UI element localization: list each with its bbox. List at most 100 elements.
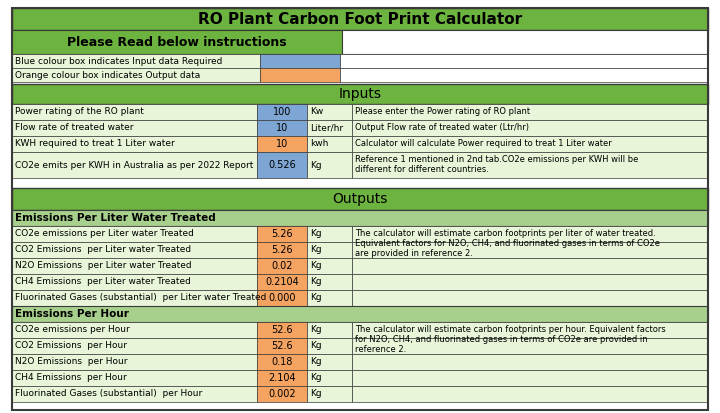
Text: 0.000: 0.000: [269, 293, 296, 303]
Bar: [257, 322, 307, 338]
Bar: [352, 370, 708, 386]
Text: Kg: Kg: [310, 389, 322, 399]
Bar: [352, 386, 708, 402]
Text: Please Read below instructions: Please Read below instructions: [67, 36, 287, 48]
Text: Blue colour box indicates Input data Required: Blue colour box indicates Input data Req…: [15, 57, 222, 66]
Text: 5.26: 5.26: [271, 245, 293, 255]
Bar: [352, 290, 708, 306]
Text: Emissions Per Liter Water Treated: Emissions Per Liter Water Treated: [15, 213, 216, 223]
Bar: [12, 226, 257, 242]
Text: Kg: Kg: [310, 161, 322, 169]
Bar: [257, 152, 307, 178]
Bar: [307, 242, 352, 258]
Text: Kg: Kg: [310, 261, 322, 271]
Bar: [12, 152, 257, 178]
Text: Calculator will calculate Power required to treat 1 Liter water: Calculator will calculate Power required…: [355, 140, 612, 149]
Text: N2O Emissions  per Hour: N2O Emissions per Hour: [15, 358, 127, 366]
Text: Outputs: Outputs: [333, 192, 387, 206]
Text: CO2 Emissions  per Hour: CO2 Emissions per Hour: [15, 342, 127, 351]
Bar: [352, 226, 708, 242]
Bar: [257, 354, 307, 370]
Bar: [12, 274, 257, 290]
Bar: [12, 84, 708, 104]
Bar: [12, 104, 257, 120]
Text: KWH required to treat 1 Liter water: KWH required to treat 1 Liter water: [15, 140, 175, 149]
Text: CH4 Emissions  per Hour: CH4 Emissions per Hour: [15, 373, 127, 382]
Bar: [307, 290, 352, 306]
Text: RO Plant Carbon Foot Print Calculator: RO Plant Carbon Foot Print Calculator: [198, 12, 522, 26]
Bar: [352, 354, 708, 370]
Bar: [307, 354, 352, 370]
Bar: [257, 258, 307, 274]
Bar: [12, 54, 260, 68]
Bar: [352, 338, 708, 354]
Bar: [12, 338, 257, 354]
Text: Kg: Kg: [310, 230, 322, 238]
Bar: [12, 188, 708, 210]
Bar: [352, 242, 708, 258]
Bar: [12, 30, 342, 54]
Text: 100: 100: [273, 107, 291, 117]
Text: The calculator will estimate carbon footprints per liter of water treated.: The calculator will estimate carbon foot…: [355, 230, 656, 238]
Bar: [12, 210, 708, 226]
Bar: [307, 152, 352, 178]
Text: 0.02: 0.02: [271, 261, 293, 271]
Text: The calculator will estimate carbon footprints per hour. Equivalent factors: The calculator will estimate carbon foot…: [355, 325, 666, 335]
Text: Kg: Kg: [310, 245, 322, 254]
Text: Kg: Kg: [310, 342, 322, 351]
Text: Orange colour box indicates Output data: Orange colour box indicates Output data: [15, 71, 200, 79]
Text: are provided in reference 2.: are provided in reference 2.: [355, 249, 473, 259]
Text: N2O Emissions  per Liter water Treated: N2O Emissions per Liter water Treated: [15, 261, 192, 271]
Text: for N2O, CH4, and fluorinated gases in terms of CO2e are provided in: for N2O, CH4, and fluorinated gases in t…: [355, 335, 647, 344]
Bar: [307, 274, 352, 290]
Text: CO2e emissions per Liter water Treated: CO2e emissions per Liter water Treated: [15, 230, 194, 238]
Text: 0.002: 0.002: [268, 389, 296, 399]
Bar: [257, 120, 307, 136]
Bar: [307, 120, 352, 136]
Text: Please enter the Power rating of RO plant: Please enter the Power rating of RO plan…: [355, 107, 530, 116]
Bar: [260, 68, 340, 82]
Bar: [257, 242, 307, 258]
Bar: [342, 30, 708, 54]
Bar: [352, 120, 708, 136]
Bar: [307, 338, 352, 354]
Bar: [12, 386, 257, 402]
Text: Emissions Per Hour: Emissions Per Hour: [15, 309, 129, 319]
Bar: [12, 322, 257, 338]
Bar: [257, 226, 307, 242]
Text: 52.6: 52.6: [271, 325, 293, 335]
Bar: [307, 136, 352, 152]
Bar: [260, 54, 340, 68]
Bar: [257, 370, 307, 386]
Bar: [12, 242, 257, 258]
Text: Equivalent factors for N2O, CH4, and fluorinated gases in terms of CO2e: Equivalent factors for N2O, CH4, and flu…: [355, 240, 660, 249]
Text: Output Flow rate of treated water (Ltr/hr): Output Flow rate of treated water (Ltr/h…: [355, 123, 529, 133]
Text: Inputs: Inputs: [338, 87, 382, 101]
Bar: [352, 104, 708, 120]
Text: 0.18: 0.18: [271, 357, 293, 367]
Bar: [257, 274, 307, 290]
Text: different for different countries.: different for different countries.: [355, 164, 489, 173]
Text: Liter/hr: Liter/hr: [310, 123, 343, 133]
Bar: [12, 258, 257, 274]
Text: CO2e emissions per Hour: CO2e emissions per Hour: [15, 325, 130, 335]
Text: 0.2104: 0.2104: [265, 277, 299, 287]
Text: CO2 Emissions  per Liter water Treated: CO2 Emissions per Liter water Treated: [15, 245, 191, 254]
Bar: [12, 120, 257, 136]
Text: Flow rate of treated water: Flow rate of treated water: [15, 123, 133, 133]
Text: Power rating of the RO plant: Power rating of the RO plant: [15, 107, 144, 116]
Bar: [257, 290, 307, 306]
Text: 10: 10: [276, 139, 288, 149]
Bar: [307, 322, 352, 338]
Bar: [352, 152, 708, 178]
Text: Kg: Kg: [310, 325, 322, 335]
Text: 5.26: 5.26: [271, 229, 293, 239]
Bar: [307, 386, 352, 402]
Bar: [352, 274, 708, 290]
Bar: [352, 322, 708, 338]
Bar: [12, 370, 257, 386]
Text: 2.104: 2.104: [268, 373, 296, 383]
Bar: [12, 136, 257, 152]
Bar: [12, 68, 260, 82]
Bar: [352, 258, 708, 274]
